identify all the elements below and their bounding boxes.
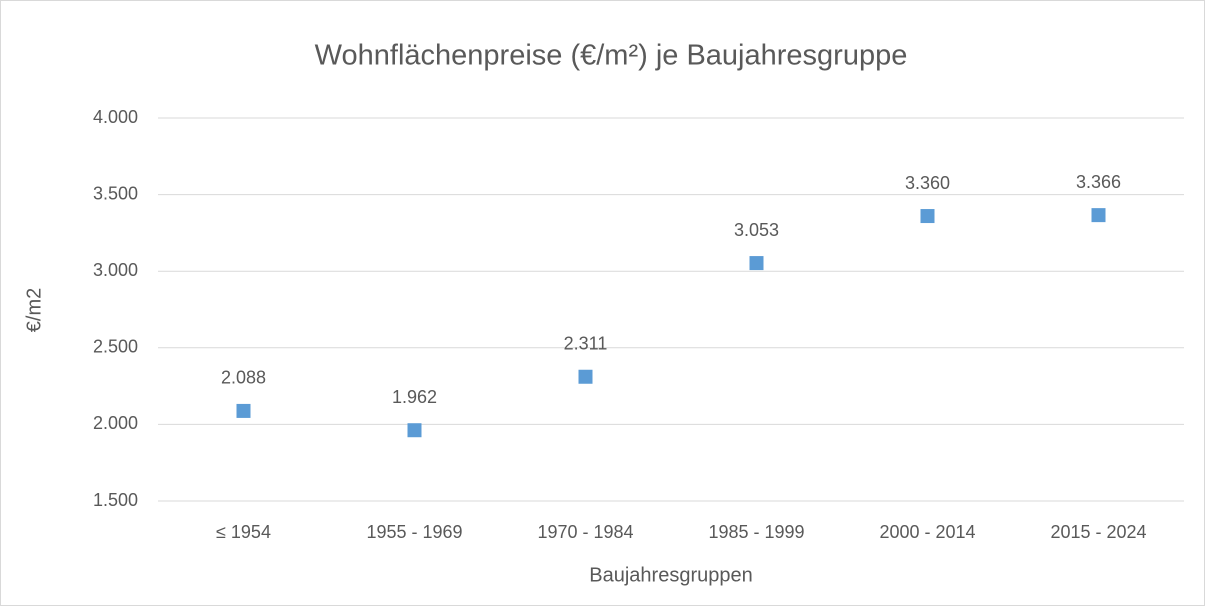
- data-label: 3.053: [734, 220, 779, 240]
- data-label: 1.962: [392, 387, 437, 407]
- data-label: 2.311: [564, 334, 608, 354]
- y-tick-label: 3.500: [93, 183, 138, 203]
- x-axis-label: Baujahresgruppen: [589, 564, 752, 586]
- y-tick-label: 2.500: [93, 337, 138, 357]
- y-tick-label: 4.000: [93, 107, 138, 127]
- x-tick-label: 1970 - 1984: [537, 522, 633, 542]
- y-tick-label: 1.500: [93, 490, 138, 510]
- x-tick-label: ≤ 1954: [216, 522, 271, 542]
- marker: [578, 369, 593, 384]
- chart-title: Wohnflächenpreise (€/m²) je Baujahresgru…: [315, 40, 908, 72]
- marker: [1091, 208, 1106, 223]
- y-tick-label: 2.000: [93, 413, 138, 433]
- data-label: 2.088: [221, 368, 266, 388]
- marker: [920, 209, 935, 224]
- x-tick-label: 1955 - 1969: [366, 522, 462, 542]
- x-tick-label: 2015 - 2024: [1050, 522, 1146, 542]
- marker: [407, 423, 422, 438]
- data-label: 3.360: [905, 173, 950, 193]
- y-tick-label: 3.000: [93, 260, 138, 280]
- marker: [236, 403, 251, 418]
- y-axis-label: €/m2: [23, 288, 45, 332]
- x-tick-label: 1985 - 1999: [708, 522, 804, 542]
- data-label: 3.366: [1076, 172, 1121, 192]
- x-tick-label: 2000 - 2014: [879, 522, 975, 542]
- marker: [749, 256, 764, 271]
